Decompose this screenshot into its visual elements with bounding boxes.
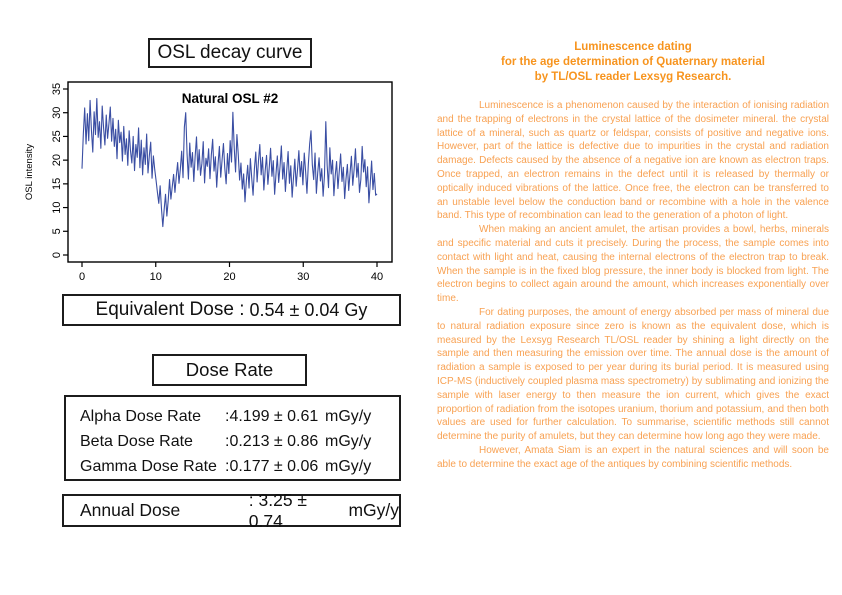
- article-column: Luminescence dating for the age determin…: [437, 40, 829, 472]
- beta-dose-rate-unit: mGy/y: [325, 432, 372, 450]
- article-title-line: for the age determination of Quaternary …: [501, 56, 765, 68]
- annual-dose-unit: mGy/y: [348, 500, 399, 520]
- svg-text:0: 0: [79, 271, 85, 283]
- osl-decay-curve-title: OSL decay curve: [157, 42, 303, 63]
- equivalent-dose-label: Equivalent Dose :: [95, 299, 245, 320]
- svg-text:35: 35: [51, 83, 63, 95]
- body-paragraph: When making an ancient amulet, the artis…: [437, 224, 829, 305]
- beta-dose-rate-label: Beta Dose Rate: [80, 432, 193, 450]
- table-row: Gamma Dose Rate :0.177 ± 0.06 mGy/y: [80, 454, 399, 479]
- svg-text:30: 30: [297, 271, 309, 283]
- body-paragraph: Luminescence is a phenomenon caused by t…: [437, 100, 829, 222]
- equivalent-dose-value: 0.54 ± 0.04: [249, 299, 340, 320]
- osl-chart-svg: 0 5 10 15 20 25 30 35 0 10 20 30 40 OSL intensity Natu…: [24, 81, 393, 283]
- gamma-dose-rate-label: Gamma Dose Rate: [80, 457, 217, 475]
- svg-text:OSL intensity: OSL intensity: [24, 144, 35, 200]
- alpha-dose-rate-unit: mGy/y: [325, 407, 372, 425]
- table-row: Alpha Dose Rate :4.199 ± 0.61 mGy/y: [80, 404, 399, 429]
- svg-text:0: 0: [51, 252, 63, 258]
- dose-rate-table: Alpha Dose Rate :4.199 ± 0.61 mGy/y Beta…: [64, 395, 401, 481]
- svg-text:25: 25: [51, 130, 63, 142]
- svg-text:15: 15: [51, 178, 63, 190]
- svg-text:20: 20: [223, 271, 235, 283]
- article-title: Luminescence dating for the age determin…: [437, 40, 829, 85]
- article-title-line: by TL/OSL reader Lexsyg Research.: [534, 71, 732, 83]
- dose-rate-title: Dose Rate: [185, 359, 274, 380]
- svg-text:5: 5: [51, 228, 63, 234]
- article-title-line: Luminescence dating: [574, 41, 692, 53]
- alpha-dose-rate-label: Alpha Dose Rate: [80, 407, 201, 425]
- beta-dose-rate-value: :0.213 ± 0.86: [225, 432, 319, 450]
- svg-text:20: 20: [51, 154, 63, 166]
- dose-rate-title-box: Dose Rate: [152, 354, 307, 386]
- svg-text:10: 10: [51, 201, 63, 213]
- equivalent-dose-unit: Gy: [344, 299, 368, 320]
- osl-decay-chart: 0 5 10 15 20 25 30 35 0 10 20 30 40 OSL intensity Natu…: [20, 72, 400, 290]
- gamma-dose-rate-unit: mGy/y: [325, 457, 372, 475]
- osl-decay-curve-title-box: OSL decay curve: [148, 38, 312, 68]
- svg-text:Natural OSL #2: Natural OSL #2: [182, 91, 279, 106]
- body-paragraph: However, Amata Siam is an expert in the …: [437, 444, 829, 470]
- svg-text:30: 30: [51, 107, 63, 119]
- body-paragraphs: Luminescence is a phenomenon caused by t…: [437, 99, 829, 472]
- gamma-dose-rate-value: :0.177 ± 0.06: [225, 457, 319, 475]
- table-row: Beta Dose Rate :0.213 ± 0.86 mGy/y: [80, 429, 399, 454]
- body-paragraph: For dating purposes, the amount of energ…: [437, 306, 829, 443]
- svg-text:10: 10: [150, 271, 162, 283]
- annual-dose-box: Annual Dose : 3.25 ± 0.74 mGy/y: [62, 490, 401, 531]
- annual-dose-value: : 3.25 ± 0.74: [248, 489, 308, 531]
- svg-text:40: 40: [371, 271, 383, 283]
- alpha-dose-rate-value: :4.199 ± 0.61: [225, 407, 319, 425]
- annual-dose-label: Annual Dose: [80, 500, 181, 520]
- equivalent-dose-box: Equivalent Dose :0.54 ± 0.04 Gy: [62, 294, 401, 326]
